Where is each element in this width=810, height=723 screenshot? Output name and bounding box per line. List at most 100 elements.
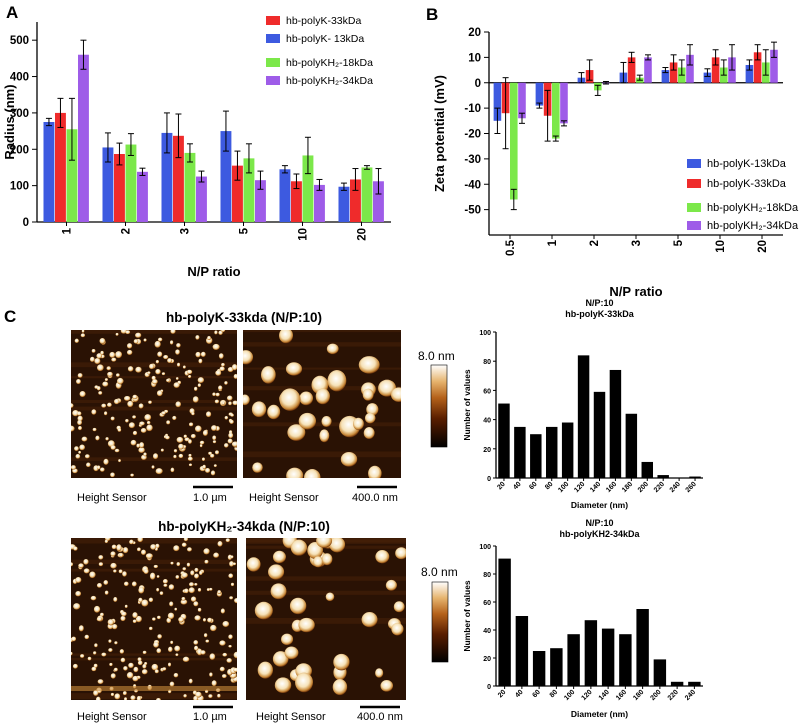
x-tick-label-120: 120 (580, 689, 593, 702)
afm-particle (187, 547, 192, 552)
afm-particle (232, 400, 237, 406)
afm-particle (197, 607, 202, 612)
afm-particle (80, 654, 85, 658)
afm-particle (220, 608, 225, 614)
x-tick-label-1: 1 (547, 239, 559, 246)
afm-particle (149, 572, 156, 580)
afm-particle (176, 343, 181, 348)
bar-160 (609, 369, 622, 478)
afm-particle (221, 401, 225, 405)
x-tick-label-200: 200 (649, 689, 662, 702)
afm-particle (174, 645, 181, 652)
afm-image-row1-left (71, 330, 237, 478)
bar-hb-polykh-34kda-20 (373, 181, 384, 222)
y-tick-label-10: -10 (464, 103, 481, 115)
afm-particle (96, 465, 101, 470)
bar-100 (567, 634, 580, 686)
afm-particle (86, 462, 91, 468)
afm-particle (97, 679, 104, 685)
afm-particle (340, 452, 358, 467)
afm-caption-row1-right: Height Sensor (249, 492, 319, 504)
afm-particle (228, 573, 234, 579)
afm-particle (176, 436, 184, 443)
y-tick-label-40: -40 (464, 179, 481, 191)
afm-particle (163, 355, 169, 360)
x-tick-label-200: 200 (637, 481, 650, 494)
afm-particle (393, 601, 405, 613)
afm-particle (214, 399, 220, 404)
afm-particle (188, 582, 195, 587)
afm-particle (175, 377, 179, 380)
y-axis-label: Number of values (462, 369, 472, 441)
afm-particle (89, 356, 95, 362)
afm-particle (202, 430, 208, 436)
afm-particle (113, 569, 117, 573)
panel-letter-c: C (4, 307, 16, 326)
x-tick-label-2: 2 (589, 240, 601, 246)
bar-hb-polykh-18kda-1 (552, 82, 560, 139)
x-tick-label-220: 220 (667, 689, 680, 702)
afm-particle (104, 539, 109, 544)
afm-particle (143, 568, 149, 575)
legend-label-hb-polykh-18kda: hb-polyKH₂-18kDa (286, 57, 373, 69)
legend-label-hb-polykh-18kda: hb-polyKH₂-18kDa (707, 202, 799, 214)
radius-chart: 0 100 200 300 400 500 1 2 3 5 10 20 N/P ratio Radius … (2, 15, 391, 279)
afm-scale-row1-right: 400.0 nm (352, 492, 398, 504)
histogram-subtitle: hb-polyKH2-34kDa (559, 529, 640, 539)
afm-particle (79, 390, 86, 398)
afm-particle (169, 340, 174, 345)
afm-particle (197, 587, 202, 592)
afm-particle (138, 403, 144, 409)
afm-particle (183, 694, 187, 698)
afm-particle (272, 651, 289, 667)
afm-particle (76, 378, 81, 385)
afm-particle (96, 353, 103, 359)
afm-particle (390, 387, 401, 402)
afm-particle (103, 411, 108, 416)
afm-scan-line (71, 693, 237, 699)
afm-particle (375, 668, 384, 678)
afm-particle (279, 330, 294, 344)
afm-particle (175, 653, 179, 657)
afm-particle (71, 465, 76, 470)
x-tick-label-80: 80 (549, 689, 560, 700)
afm-particle (180, 599, 188, 605)
afm-scan-line (71, 538, 237, 544)
afm-particle (137, 660, 143, 666)
afm-particle (209, 653, 216, 660)
bar-hb-polyk-33kda-3 (627, 57, 636, 83)
bar-60 (532, 651, 546, 686)
afm-particle (98, 562, 104, 567)
afm-particle (167, 662, 172, 667)
x-tick-label-0-5: 0.5 (505, 239, 517, 256)
afm-particle (208, 694, 213, 699)
afm-particles (246, 538, 406, 696)
afm-particle (202, 464, 206, 470)
afm-particle (75, 576, 82, 584)
afm-particle (107, 619, 114, 626)
afm-particle (169, 601, 174, 607)
afm-particle (132, 394, 138, 400)
afm-particle (149, 363, 155, 370)
afm-particle (157, 634, 162, 639)
legend-swatch-hb-polyk-13kda (266, 34, 280, 43)
afm-particle (78, 625, 84, 632)
afm-particle (270, 583, 287, 600)
afm-particle (166, 617, 172, 624)
afm-particle (100, 350, 104, 355)
afm-particle (130, 439, 137, 446)
afm-particle (352, 417, 364, 431)
afm-particle (332, 679, 348, 696)
afm-particle (71, 562, 74, 567)
afm-particle (120, 657, 126, 663)
y-axis-label: Radius (nm) (2, 84, 17, 159)
afm-particle (143, 338, 147, 342)
x-tick-label-20: 20 (757, 240, 769, 253)
afm-particle (71, 403, 74, 408)
x-tick-label-100: 100 (563, 689, 576, 702)
afm-particle (163, 583, 168, 588)
afm-scan-line (243, 342, 401, 347)
afm-particle (218, 385, 223, 391)
afm-particle (152, 617, 156, 621)
afm-scan-line (71, 330, 237, 334)
